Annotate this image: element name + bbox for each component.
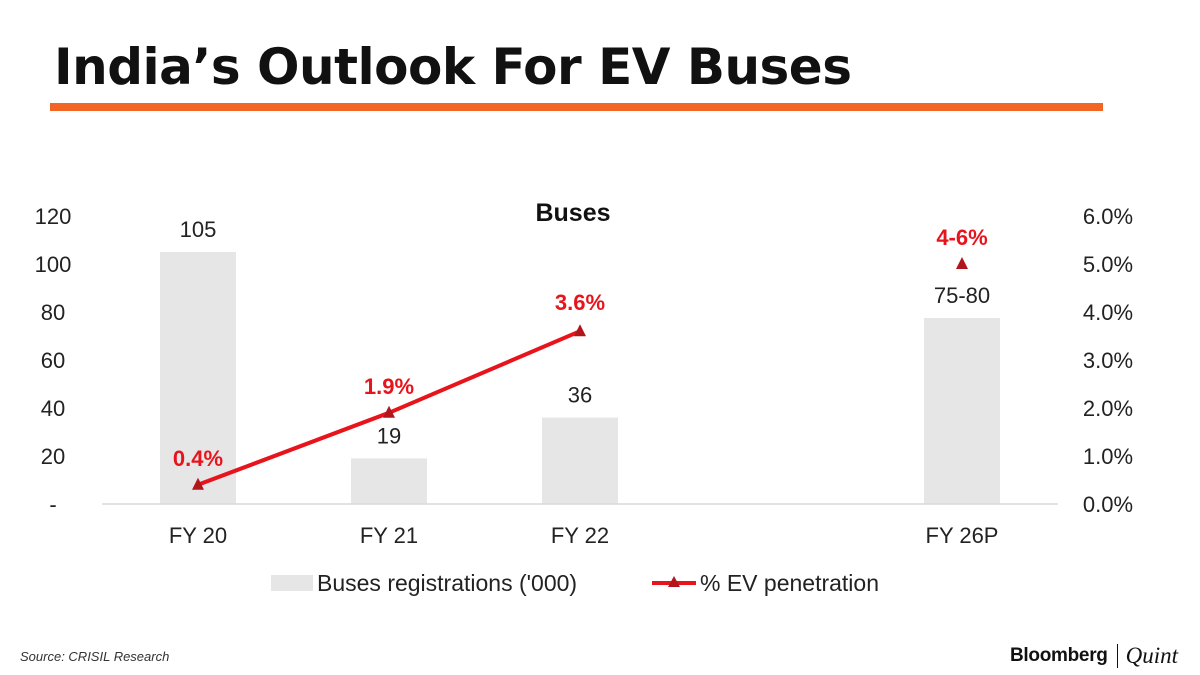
- legend: Buses registrations ('000) % EV penetrati…: [271, 570, 879, 596]
- legend-label-line: % EV penetration: [700, 570, 879, 596]
- right-axis: 0.0% 1.0% 2.0% 3.0% 4.0% 5.0% 6.0%: [1083, 204, 1133, 517]
- brand-logo: Bloomberg Quint: [1010, 641, 1178, 671]
- right-axis-tick-label: 4.0%: [1083, 300, 1133, 325]
- bar-data-label: 75-80: [934, 283, 990, 308]
- title-rule: [50, 103, 1103, 111]
- page-title: India’s Outlook For EV Buses: [54, 38, 852, 96]
- left-axis-tick-label: -: [49, 492, 56, 517]
- x-axis-tick-label: FY 22: [551, 523, 609, 548]
- penetration-data-label: 0.4%: [173, 446, 223, 471]
- penetration-marker: [383, 405, 395, 418]
- right-axis-tick-label: 1.0%: [1083, 444, 1133, 469]
- right-axis-tick-label: 0.0%: [1083, 492, 1133, 517]
- brand-quint: Quint: [1125, 643, 1178, 668]
- penetration-marker: [956, 257, 968, 269]
- source-note: Source: CRISIL Research: [20, 649, 170, 664]
- penetration-marker: [574, 324, 586, 337]
- brand-bloomberg: Bloomberg: [1010, 645, 1108, 666]
- bar: [542, 417, 618, 504]
- bar-data-label: 36: [568, 383, 592, 408]
- left-axis-tick-label: 40: [41, 396, 65, 421]
- left-axis: - 20 40 60 80 100 120: [35, 204, 72, 517]
- bar: [160, 252, 236, 504]
- line-data-labels: 0.4% 1.9% 3.6% 4-6%: [173, 225, 988, 471]
- line-series: [192, 257, 968, 490]
- chart-title: Buses: [535, 199, 610, 227]
- bar-data-labels: 105 19 36 75-80: [180, 217, 991, 448]
- legend-label-bars: Buses registrations ('000): [317, 570, 577, 596]
- bar-data-label: 105: [180, 217, 217, 242]
- right-axis-tick-label: 2.0%: [1083, 396, 1133, 421]
- x-axis-tick-label: FY 20: [169, 523, 227, 548]
- legend-swatch-marker: [668, 576, 680, 587]
- x-axis-tick-label: FY 26P: [926, 523, 999, 548]
- legend-swatch-bars: [271, 575, 313, 591]
- bar: [351, 458, 427, 504]
- left-axis-tick-label: 120: [35, 204, 72, 229]
- right-axis-tick-label: 3.0%: [1083, 348, 1133, 373]
- bar: [924, 318, 1000, 504]
- left-axis-tick-label: 20: [41, 444, 65, 469]
- bar-series: [160, 252, 1000, 504]
- x-axis-labels: FY 20 FY 21 FY 22 FY 26P: [169, 523, 999, 548]
- right-axis-tick-label: 6.0%: [1083, 204, 1133, 229]
- penetration-marker: [192, 477, 204, 490]
- penetration-data-label: 3.6%: [555, 290, 605, 315]
- left-axis-tick-label: 100: [35, 252, 72, 277]
- penetration-data-label: 1.9%: [364, 374, 414, 399]
- left-axis-tick-label: 80: [41, 300, 65, 325]
- brand-separator: [1116, 644, 1118, 668]
- x-axis-tick-label: FY 21: [360, 523, 418, 548]
- right-axis-tick-label: 5.0%: [1083, 252, 1133, 277]
- left-axis-tick-label: 60: [41, 348, 65, 373]
- bar-data-label: 19: [377, 423, 401, 448]
- penetration-data-label: 4-6%: [936, 225, 987, 250]
